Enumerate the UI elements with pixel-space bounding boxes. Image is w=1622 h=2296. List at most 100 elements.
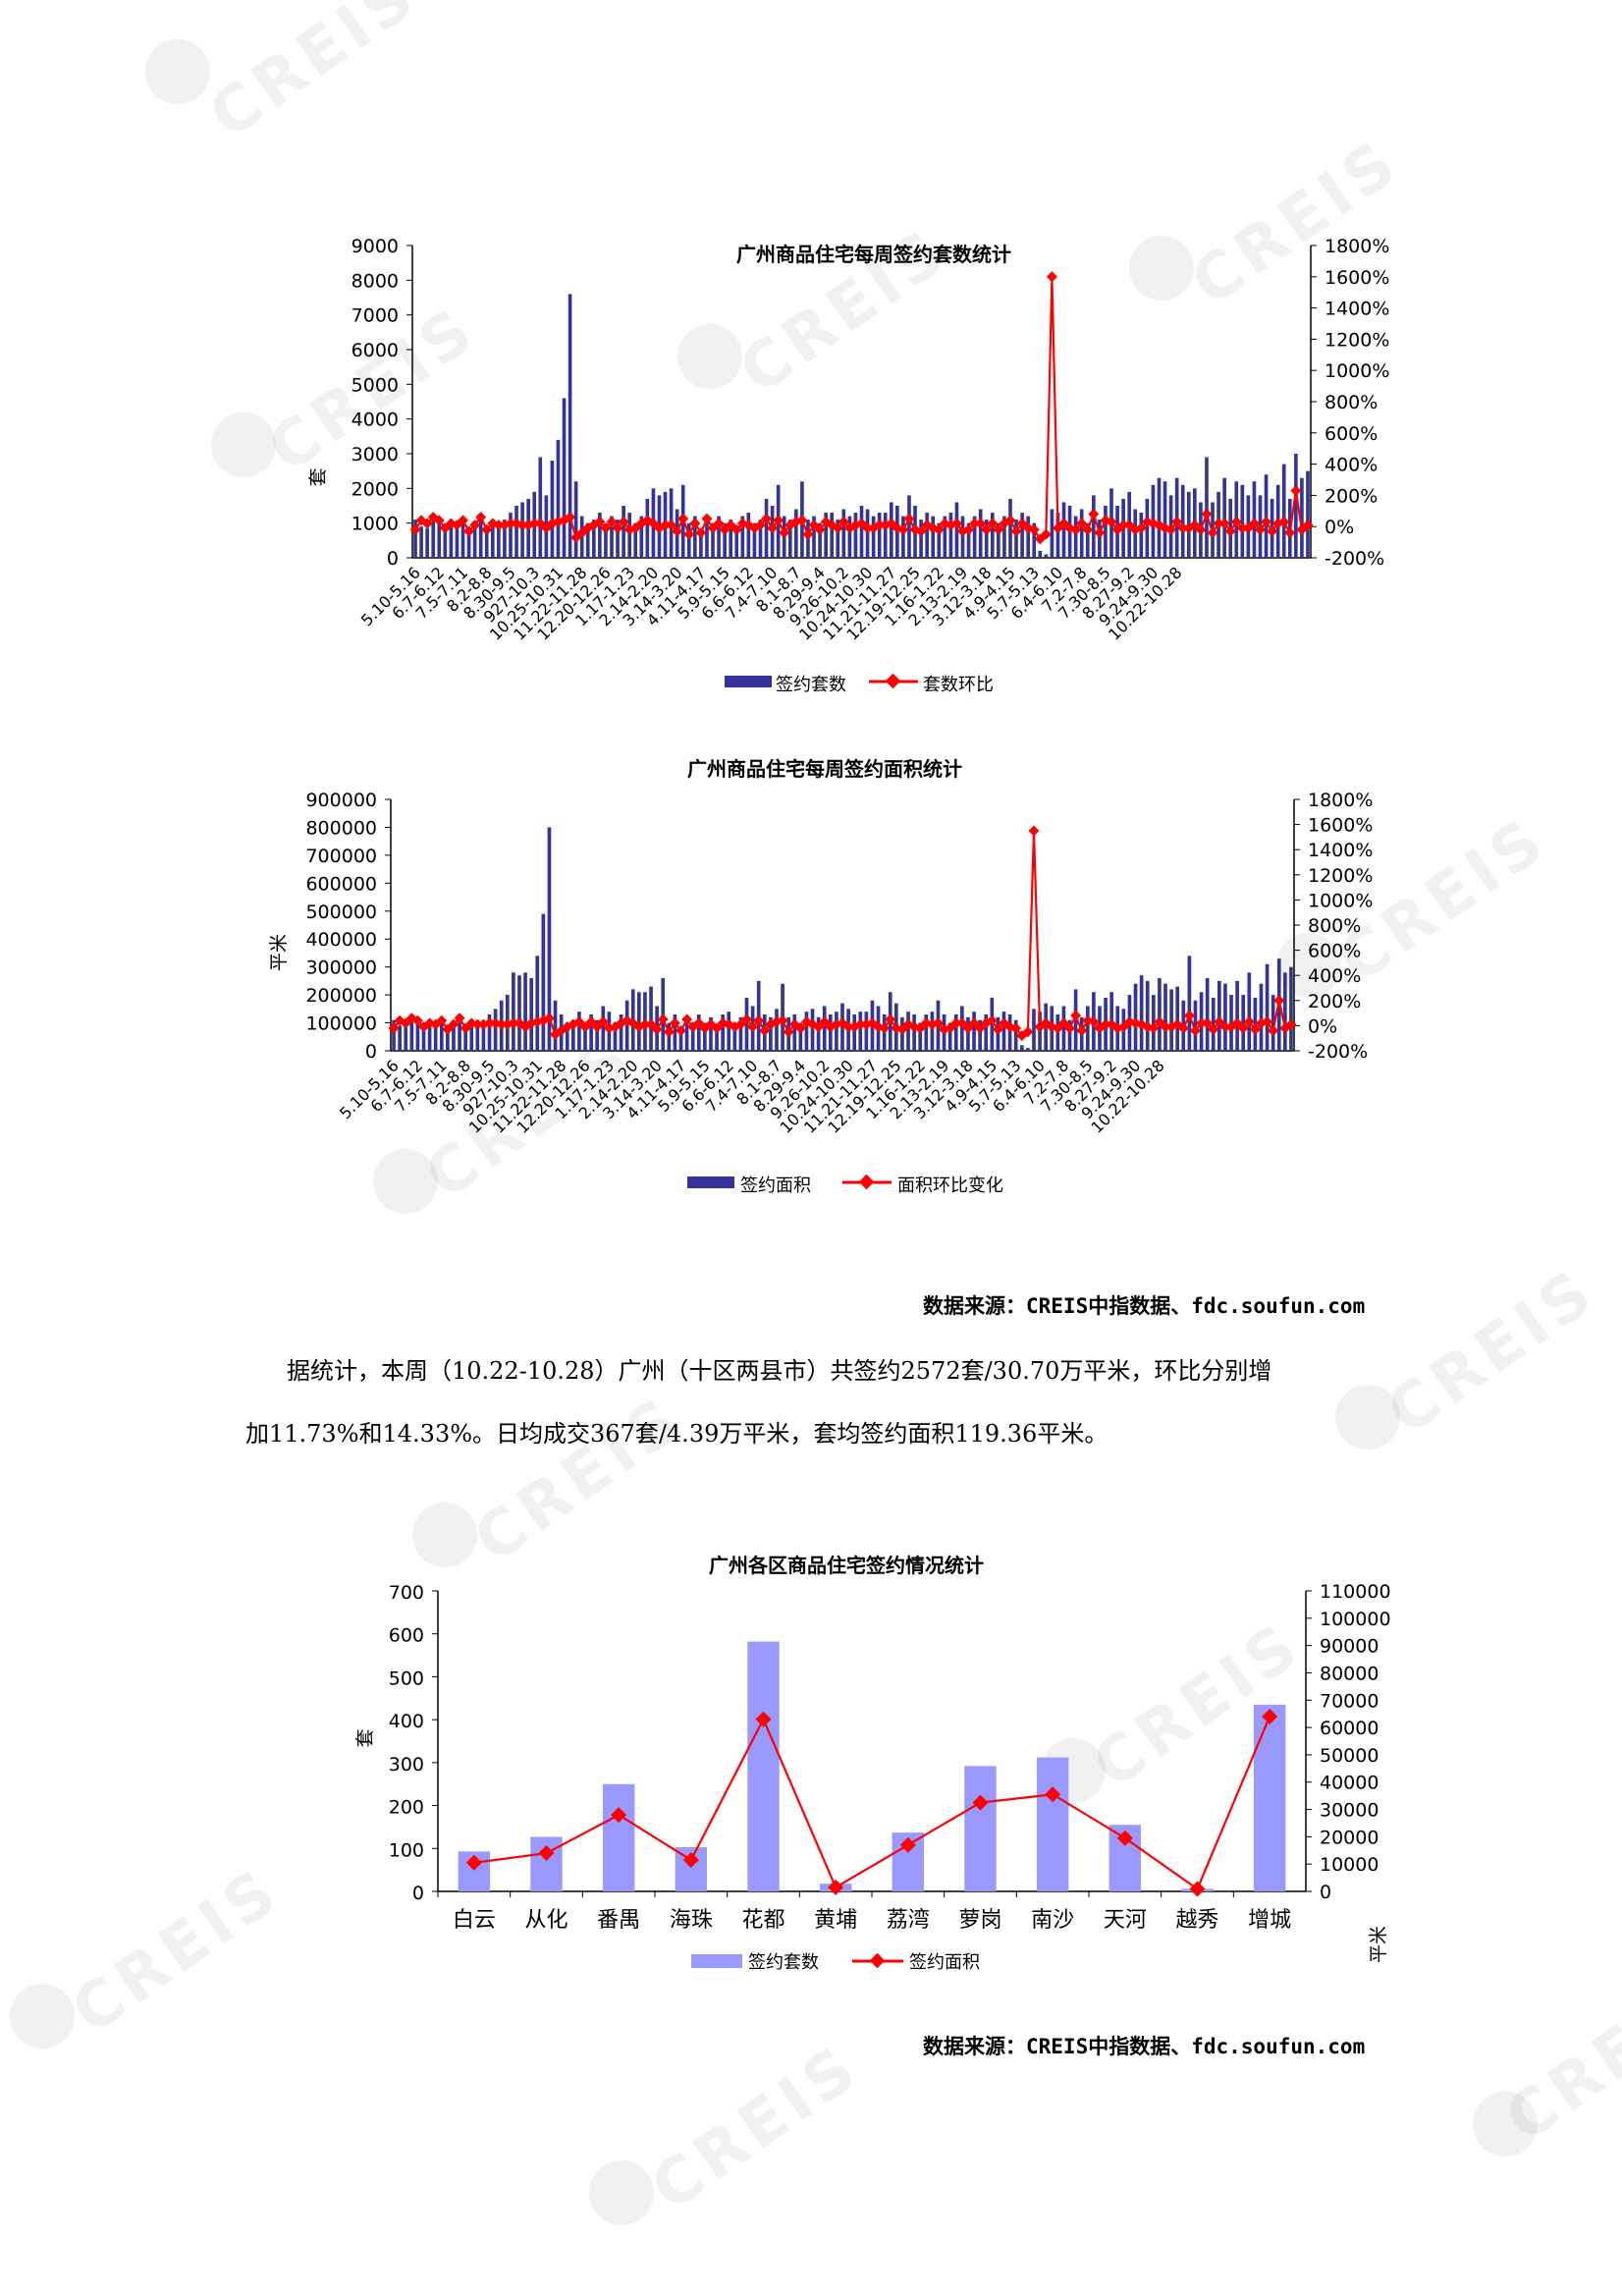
area-line-point — [611, 1807, 627, 1824]
watermark-logo-icon — [589, 2160, 654, 2225]
left-tick-label: 600 — [389, 1625, 424, 1647]
line-point — [1117, 519, 1129, 531]
bar — [727, 1011, 731, 1051]
bar — [497, 524, 501, 558]
right-tick-label: 800% — [1308, 915, 1361, 937]
line-point — [794, 1022, 806, 1034]
line-point — [986, 1014, 998, 1026]
bar — [433, 1025, 438, 1051]
line-point — [612, 522, 623, 534]
left-tick-label: 500000 — [305, 902, 377, 923]
bar — [613, 1022, 618, 1051]
line-point — [687, 1021, 699, 1033]
line-point — [1290, 485, 1302, 497]
bar — [1001, 1011, 1006, 1051]
bar — [738, 1016, 743, 1051]
bar — [413, 519, 417, 558]
line-point — [585, 1016, 597, 1028]
right-tick-label: 400% — [1308, 965, 1361, 987]
line-point — [1183, 1010, 1195, 1021]
left-tick-label: 500 — [389, 1667, 424, 1689]
category-label: 南沙 — [1031, 1908, 1074, 1933]
category-label: 白云 — [453, 1908, 496, 1933]
line-point — [394, 1014, 406, 1026]
bar — [639, 516, 644, 558]
line-point — [660, 519, 672, 531]
bar — [1079, 509, 1084, 558]
line-point — [848, 1021, 860, 1033]
line-point — [777, 1014, 788, 1026]
line-point — [1148, 1022, 1160, 1034]
right-tick-label: 200% — [1308, 991, 1361, 1012]
right-tick-label: 0 — [1320, 1882, 1331, 1903]
line-point — [528, 518, 540, 529]
summary-paragraph-line-2: 加11.73%和14.33%。日均成交367套/4.39万平米，套均签约面积11… — [245, 1420, 1108, 1448]
bar — [622, 506, 625, 558]
right-tick-label: 1600% — [1308, 815, 1373, 837]
line-point — [825, 1021, 837, 1033]
line-point — [1207, 527, 1218, 539]
bar — [619, 1014, 623, 1051]
bar — [954, 502, 959, 558]
line-point — [1088, 508, 1100, 519]
bar — [853, 513, 858, 558]
watermark-text: CREIS — [638, 2030, 874, 2226]
line-point — [421, 518, 433, 529]
chart-title: 广州商品住宅每周签约面积统计 — [687, 757, 962, 781]
bar — [673, 1014, 677, 1051]
bar — [953, 1014, 958, 1051]
right-tick-label: 1800% — [1308, 790, 1373, 811]
bar — [452, 1022, 456, 1051]
line-point — [1106, 516, 1117, 527]
bar — [1217, 980, 1221, 1051]
right-tick-label: 70000 — [1320, 1690, 1379, 1712]
bar — [649, 986, 653, 1051]
district-bar — [747, 1641, 780, 1891]
bar — [1294, 454, 1298, 558]
bar — [517, 975, 521, 1051]
bar — [469, 1022, 474, 1051]
bar — [1073, 516, 1078, 558]
left-tick-label: 2000 — [351, 478, 399, 500]
left-tick-label: 700000 — [305, 846, 377, 867]
line-point — [508, 1017, 519, 1029]
line-point — [711, 1022, 723, 1034]
bar — [972, 516, 977, 558]
chart-title: 广州各区商品住宅签约情况统计 — [709, 1554, 984, 1577]
right-tick-label: 10000 — [1320, 1854, 1379, 1876]
bar — [637, 992, 641, 1051]
bar — [1271, 995, 1275, 1051]
district-bar — [1036, 1757, 1069, 1891]
line-point — [1082, 523, 1094, 535]
bar — [1158, 978, 1162, 1051]
legend-line-label: 面积环比变化 — [897, 1175, 1003, 1196]
bar — [684, 1016, 689, 1051]
bar — [1283, 972, 1287, 1051]
category-label: 海珠 — [670, 1908, 713, 1933]
line-point — [1064, 1022, 1076, 1034]
right-tick-label: -200% — [1325, 548, 1384, 570]
bar — [645, 498, 650, 558]
chart-title: 广州商品住宅每周签约套数统计 — [736, 243, 1011, 266]
bar — [573, 481, 578, 558]
bar — [565, 1022, 569, 1051]
bar — [409, 1016, 414, 1051]
bar — [1055, 513, 1060, 558]
bar — [859, 506, 864, 558]
bar — [449, 520, 454, 558]
left-tick-label: 300000 — [305, 957, 377, 979]
line-point — [981, 523, 993, 535]
bar — [1139, 513, 1144, 558]
left-tick-label: 1000 — [351, 514, 399, 535]
line-point — [838, 516, 849, 527]
bar — [1175, 986, 1180, 1051]
line-point — [1267, 525, 1278, 537]
line-point — [1135, 522, 1147, 534]
bar — [1235, 980, 1239, 1051]
line-point — [442, 1023, 454, 1035]
left-tick-label: 0 — [412, 1883, 424, 1904]
left-tick-label: 200000 — [305, 985, 377, 1007]
district-chart: 广州各区商品住宅签约情况统计 套 平米 0 100 200 300 400 500 600 7… — [354, 1554, 1391, 1973]
bar — [1013, 1019, 1018, 1051]
bar — [463, 1025, 467, 1051]
